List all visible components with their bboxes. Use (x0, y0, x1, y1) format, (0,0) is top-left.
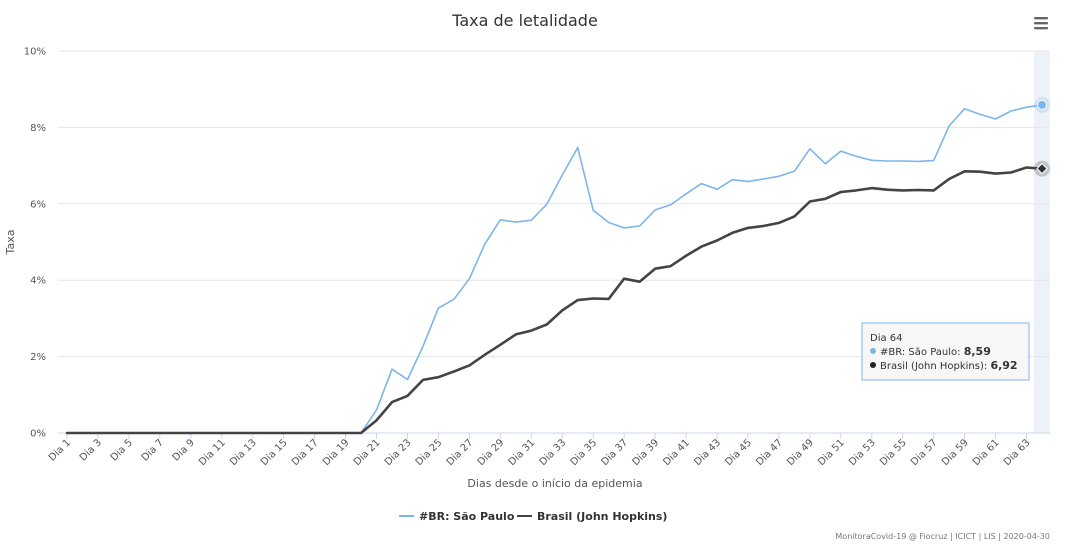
credits[interactable]: MonitoraCovid-19 @ Fiocruz | ICICT | LIS… (835, 532, 1050, 541)
tooltip-br-value: 6,92 (990, 359, 1017, 372)
legend-item-sao-paulo[interactable]: #BR: São Paulo (399, 510, 515, 523)
tooltip-day: Dia 64 (870, 333, 903, 344)
series-line-brasil (65, 166, 1044, 435)
y-tick-label: 8% (30, 123, 46, 134)
tooltip-br-bullet (870, 362, 876, 368)
crosshair-layer (1034, 51, 1050, 433)
tooltip-br-name: Brasil (John Hopkins) (880, 361, 984, 372)
tooltip-sp-name: #BR: São Paulo (880, 347, 957, 358)
marker-brasil (1036, 162, 1048, 175)
legend-brasil-label: Brasil (John Hopkins) (537, 510, 667, 523)
tooltip-box (861, 322, 1030, 381)
hamburger-menu-icon (1034, 17, 1048, 30)
tooltip: Dia 64 #BR: São Paulo: 8,59 Brasil (John… (861, 322, 1030, 381)
y-tick-label: 0% (30, 429, 46, 440)
y-tick-label: 10% (24, 47, 46, 58)
y-axis-title: Taxa (4, 230, 17, 256)
series-layer (65, 104, 1044, 435)
tooltip-sp-value: 8,59 (964, 345, 991, 358)
legend: #BR: São Paulo Brasil (John Hopkins) (399, 510, 667, 523)
y-axis: 0% 2% 4% 6% 8% 10% (24, 47, 46, 440)
tooltip-br-row: Brasil (John Hopkins): 6,92 (880, 359, 1018, 372)
tooltip-sp-bullet (870, 348, 876, 354)
chart-title: Taxa de letalidade (451, 11, 598, 30)
markers-layer (1034, 96, 1050, 177)
y-tick-label: 2% (30, 352, 46, 363)
marker-sao-paulo (1037, 99, 1047, 110)
crosshair-band (1034, 51, 1050, 433)
legend-item-brasil[interactable]: Brasil (John Hopkins) (517, 510, 667, 523)
x-axis-title: Dias desde o início da epidemia (467, 477, 642, 490)
y-tick-label: 4% (30, 276, 46, 287)
menu-button[interactable] (1030, 14, 1052, 34)
y-tick-label: 6% (30, 199, 46, 210)
tooltip-sp-row: #BR: São Paulo: 8,59 (880, 345, 991, 358)
legend-sao-paulo-label: #BR: São Paulo (419, 510, 515, 523)
